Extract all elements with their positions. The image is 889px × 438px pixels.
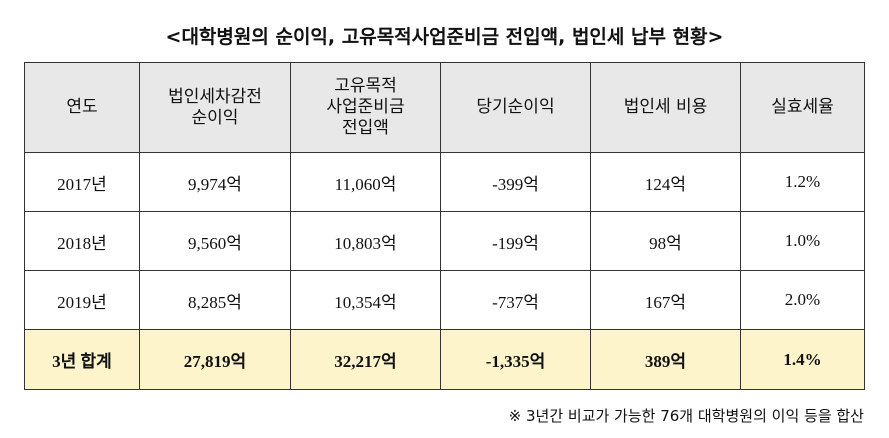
- header-cell: 연도: [24, 62, 140, 153]
- cell: 10,803억: [290, 211, 441, 271]
- total-row: 3년 합계 27,819억 32,217억 -1,335억 389억 1.4%: [24, 329, 865, 390]
- cell: 2018년: [24, 211, 140, 271]
- cell: -199억: [440, 211, 591, 271]
- header-row: 연도 법인세차감전 순이익 고유목적 사업준비금 전입액 당기순이익 법인세 비용 실효세…: [24, 62, 865, 153]
- cell: 1.2%: [740, 152, 865, 212]
- cell: -737억: [440, 270, 591, 330]
- cell: 11,060억: [290, 152, 441, 212]
- total-cell: 3년 합계: [24, 329, 140, 390]
- cell: 2019년: [24, 270, 140, 330]
- row: 2017년 9,974억 11,060억 -399억 124억 1.2%: [24, 152, 865, 212]
- header-cell: 법인세 비용: [590, 62, 741, 153]
- cell: 9,974억: [139, 152, 291, 212]
- table: 연도 법인세차감전 순이익 고유목적 사업준비금 전입액 당기순이익 법인세 비용 실효세…: [24, 62, 865, 390]
- row: 2018년 9,560억 10,803억 -199억 98억 1.0%: [24, 211, 865, 271]
- header-cell: 고유목적 사업준비금 전입액: [290, 62, 441, 153]
- cell: 8,285억: [139, 270, 291, 330]
- header-cell: 당기순이익: [440, 62, 591, 153]
- table-body: 2017년 9,974억 11,060억 -399억 124억 1.2% 2018년 9,56…: [24, 152, 865, 390]
- header-cell: 실효세율: [740, 62, 865, 153]
- cell: 124억: [590, 152, 741, 212]
- cell: 98억: [590, 211, 741, 271]
- total-cell: 27,819억: [139, 329, 291, 390]
- cell: 167억: [590, 270, 741, 330]
- total-cell: 389억: [590, 329, 741, 390]
- cell: 10,354억: [290, 270, 441, 330]
- title: <대학병원의 순이익, 고유목적사업준비금 전입액, 법인세 납부 현황>: [165, 26, 724, 48]
- cell: 2017년: [24, 152, 140, 212]
- footnote: ※ 3년간 비교가 가능한 76개 대학병원의 이익 등을 합산: [508, 407, 864, 425]
- cell: -399억: [440, 152, 591, 212]
- total-cell: 1.4%: [740, 329, 865, 390]
- header-cell: 법인세차감전 순이익: [139, 62, 291, 153]
- cell: 2.0%: [740, 270, 865, 330]
- row: 2019년 8,285억 10,354억 -737억 167억 2.0%: [24, 270, 865, 330]
- cell: 1.0%: [740, 211, 865, 271]
- cell: 9,560억: [139, 211, 291, 271]
- total-cell: 32,217억: [290, 329, 441, 390]
- total-cell: -1,335억: [440, 329, 591, 390]
